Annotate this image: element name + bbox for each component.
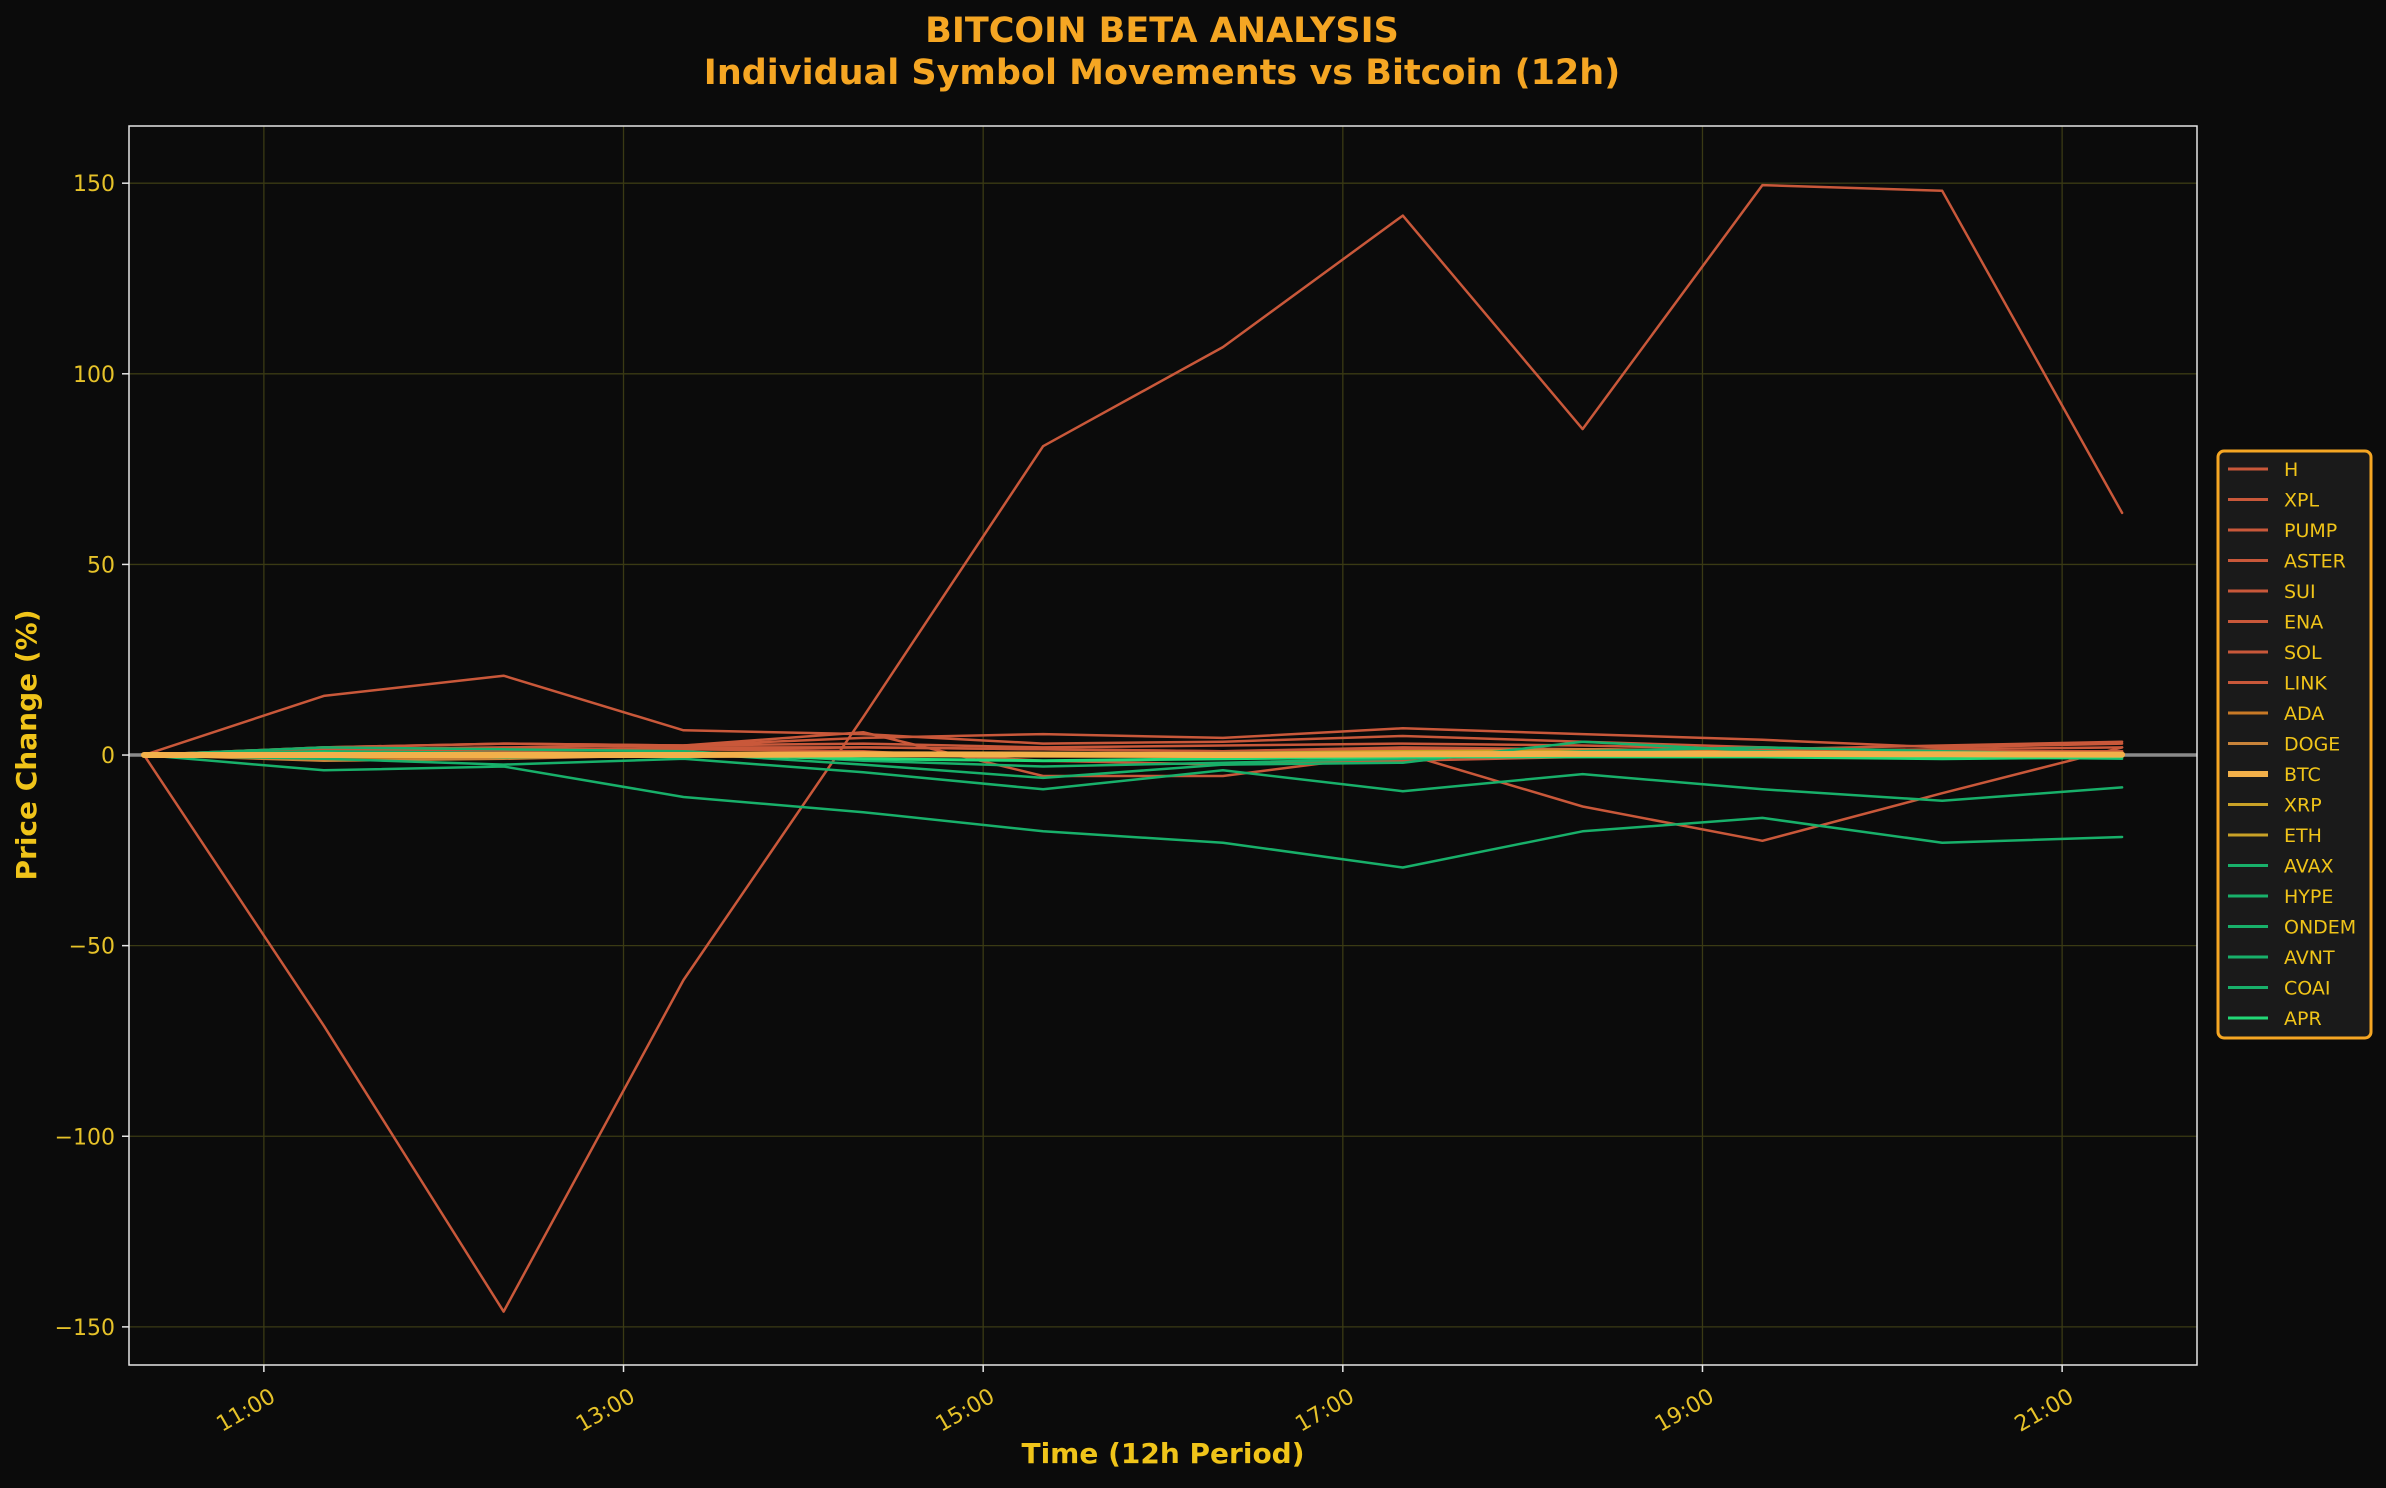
legend-label-avnt: AVNT [2284, 947, 2335, 969]
legend-label-aster: ASTER [2284, 551, 2346, 573]
series-line-avax [142, 753, 2124, 869]
legend-label-ondem: ONDEM [2284, 917, 2356, 939]
chart-title-line2: Individual Symbol Movements vs Bitcoin (… [704, 53, 1620, 93]
legend-box [2216, 449, 2373, 1040]
y-tick-label: 50 [87, 553, 115, 578]
legend-label-link: LINK [2284, 673, 2327, 695]
series-line-hype [142, 753, 2124, 803]
x-axis-label: Time (12h Period) [1021, 1437, 1304, 1470]
y-axis-label: Price Change (%) [10, 609, 43, 880]
legend-label-pump: PUMP [2284, 520, 2337, 542]
series-line-btc [141, 750, 2126, 758]
legend-label-ada: ADA [2284, 703, 2324, 725]
plot-frame [128, 125, 2198, 1366]
y-tick-label: −150 [55, 1316, 115, 1341]
series-line-xpl [142, 183, 2124, 1313]
legend-label-hype: HYPE [2284, 886, 2333, 908]
legend-label-btc: BTC [2284, 764, 2321, 786]
y-tick-label: 150 [73, 172, 115, 197]
series-line-aster [142, 730, 2124, 843]
chart-title-line1: BITCOIN BETA ANALYSIS [925, 11, 1399, 51]
legend-label-apr: APR [2284, 1008, 2322, 1030]
y-tick-label: 100 [73, 363, 115, 388]
legend-label-xpl: XPL [2284, 490, 2319, 512]
legend: H XPL PUMP ASTER SUI ENA SOL LINK ADA DOGE BTC XRP E… [2216, 449, 2373, 1040]
legend-label-sol: SOL [2284, 642, 2322, 664]
series-line-avnt [142, 746, 2124, 768]
legend-label-xrp: XRP [2284, 795, 2322, 817]
y-tick-label: −50 [69, 935, 115, 960]
y-tick-layer: 150 100 50 0 −50 −100 −150 [55, 172, 129, 1341]
legend-label-coai: COAI [2284, 978, 2331, 1000]
legend-label-eth: ETH [2284, 825, 2322, 847]
series-layer [141, 183, 2126, 1313]
series-line-ena [142, 727, 2124, 757]
legend-label-doge: DOGE [2284, 734, 2340, 756]
legend-label-sui: SUI [2284, 581, 2316, 603]
y-tick-label: −100 [55, 1125, 115, 1150]
legend-label-h: H [2284, 459, 2298, 481]
legend-label-ena: ENA [2284, 612, 2323, 634]
y-tick-label: 0 [101, 744, 115, 769]
legend-label-avax: AVAX [2284, 856, 2334, 878]
